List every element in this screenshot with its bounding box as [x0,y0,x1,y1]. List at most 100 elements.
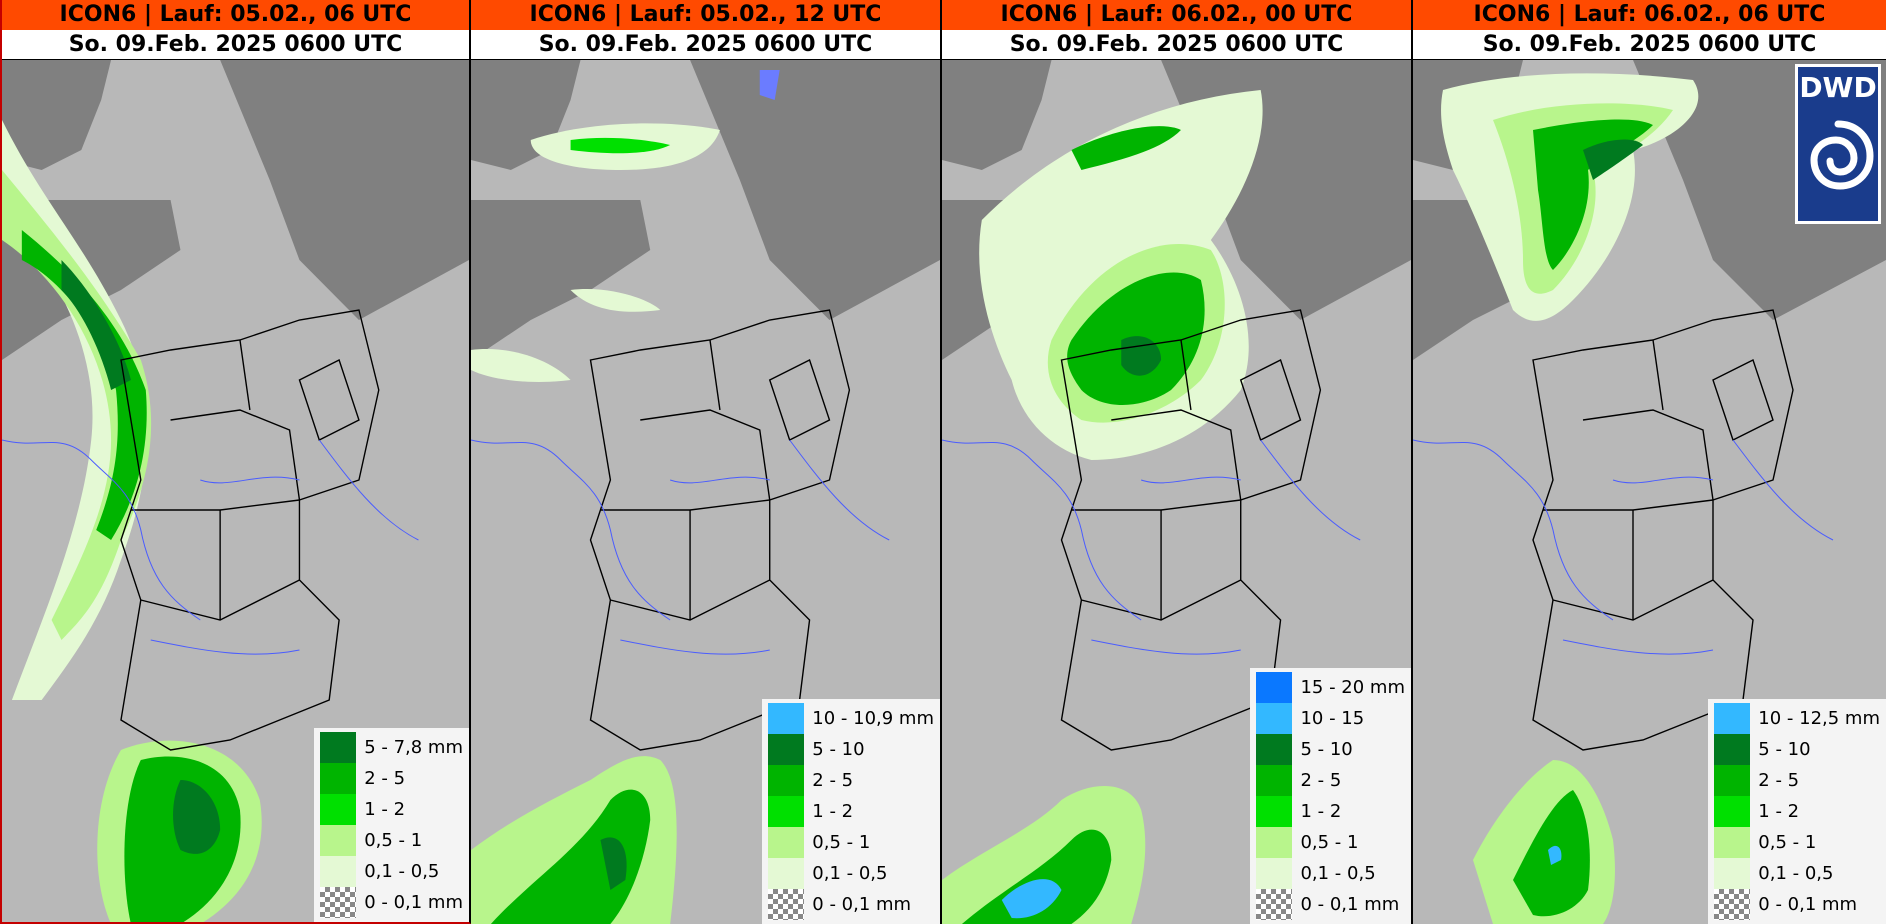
legend-swatch [1714,703,1751,734]
legend-item: 2 - 5 [768,765,934,796]
legend-label: 0,5 - 1 [812,832,871,853]
legend-swatch [1714,796,1751,827]
legend-label: 1 - 2 [1300,801,1342,822]
swirl-icon [1810,120,1874,190]
legend-item: 10 - 12,5 mm [1714,703,1880,734]
legend-item: 2 - 5 [1714,765,1880,796]
legend-swatch [1714,734,1751,765]
valid-time: So. 09.Feb. 2025 0600 UTC [942,30,1411,60]
legend-item: 0,1 - 0,5 [1714,858,1880,889]
legend-swatch [1714,827,1751,858]
precipitation-map [2,60,469,922]
legend-swatch [1256,672,1293,703]
run-title: ICON6 | Lauf: 06.02., 00 UTC [942,0,1411,30]
map-svg [2,60,469,922]
legend-item: 2 - 5 [320,763,463,794]
legend: 10 - 10,9 mm 5 - 10 2 - 5 1 - 2 0,5 - 1 … [762,699,940,924]
legend-swatch [1256,796,1293,827]
legend-swatch [768,796,805,827]
legend-label: 5 - 7,8 mm [364,737,463,758]
legend-label: 0 - 0,1 mm [1300,894,1400,915]
legend-item: 0,1 - 0,5 [320,856,463,887]
legend-label: 0,1 - 0,5 [364,861,440,882]
legend-label: 2 - 5 [1300,770,1342,791]
legend-label: 1 - 2 [364,799,406,820]
valid-time: So. 09.Feb. 2025 0600 UTC [2,30,469,60]
legend-swatch [768,765,805,796]
legend-swatch [1714,889,1751,920]
legend-item: 5 - 10 [1256,734,1405,765]
legend-swatch [1714,858,1751,889]
legend: 15 - 20 mm 10 - 15 5 - 10 2 - 5 1 - 2 0,… [1250,668,1411,924]
legend-label: 0,5 - 1 [1300,832,1359,853]
legend-item: 0,1 - 0,5 [768,858,934,889]
legend-swatch [320,856,357,887]
map-svg [942,60,1411,924]
forecast-panel-3: ICON6 | Lauf: 06.02., 00 UTC So. 09.Feb.… [942,0,1413,924]
legend-label: 5 - 10 [1300,739,1353,760]
legend-swatch [320,763,357,794]
legend-swatch [768,827,805,858]
legend-label: 5 - 10 [812,739,865,760]
legend-swatch [1256,765,1293,796]
legend-label: 0 - 0,1 mm [812,894,912,915]
legend-item: 0 - 0,1 mm [768,889,934,920]
legend-swatch [320,887,357,918]
legend-item: 1 - 2 [1714,796,1880,827]
legend-swatch [1256,858,1293,889]
valid-time: So. 09.Feb. 2025 0600 UTC [1413,30,1886,60]
legend-label: 15 - 20 mm [1300,677,1405,698]
forecast-panel-1: ICON6 | Lauf: 05.02., 06 UTC So. 09.Feb.… [0,0,471,924]
legend-label: 0,1 - 0,5 [1758,863,1834,884]
legend-swatch [320,732,357,763]
legend-item: 0,5 - 1 [1714,827,1880,858]
legend: 5 - 7,8 mm 2 - 5 1 - 2 0,5 - 1 0,1 - 0,5… [314,728,469,922]
legend-label: 0,5 - 1 [1758,832,1817,853]
legend-item: 10 - 10,9 mm [768,703,934,734]
legend-label: 5 - 10 [1758,739,1811,760]
legend-swatch [768,889,805,920]
legend-item: 1 - 2 [768,796,934,827]
legend-item: 0,5 - 1 [768,827,934,858]
legend-label: 1 - 2 [1758,801,1800,822]
legend-item: 1 - 2 [320,794,463,825]
legend-item: 5 - 7,8 mm [320,732,463,763]
legend-item: 15 - 20 mm [1256,672,1405,703]
legend-label: 0 - 0,1 mm [364,892,463,913]
legend-label: 10 - 12,5 mm [1758,708,1880,729]
legend-label: 2 - 5 [1758,770,1800,791]
legend-item: 0 - 0,1 mm [1714,889,1880,920]
legend-label: 2 - 5 [364,768,406,789]
legend-label: 10 - 10,9 mm [812,708,934,729]
legend-item: 0,5 - 1 [1256,827,1405,858]
legend-swatch [1714,765,1751,796]
legend-label: 0,1 - 0,5 [1300,863,1376,884]
legend-swatch [1256,889,1293,920]
precipitation-map [942,60,1411,924]
run-title: ICON6 | Lauf: 05.02., 06 UTC [2,0,469,30]
legend-item: 5 - 10 [768,734,934,765]
run-title: ICON6 | Lauf: 06.02., 06 UTC [1413,0,1886,30]
dwd-logo: DWD [1795,64,1881,224]
legend-swatch [1256,734,1293,765]
legend-item: 1 - 2 [1256,796,1405,827]
legend-swatch [320,794,357,825]
legend-item: 2 - 5 [1256,765,1405,796]
forecast-panel-2: ICON6 | Lauf: 05.02., 12 UTC So. 09.Feb.… [471,0,942,924]
legend-label: 0 - 0,1 mm [1758,894,1858,915]
legend-item: 5 - 10 [1714,734,1880,765]
legend-label: 10 - 15 [1300,708,1365,729]
valid-time: So. 09.Feb. 2025 0600 UTC [471,30,940,60]
run-title: ICON6 | Lauf: 05.02., 12 UTC [471,0,940,30]
legend-swatch [768,734,805,765]
legend-label: 1 - 2 [812,801,854,822]
dwd-logo-text: DWD [1799,71,1877,104]
legend-label: 0,5 - 1 [364,830,423,851]
legend-label: 2 - 5 [812,770,854,791]
forecast-panel-4: ICON6 | Lauf: 06.02., 06 UTC So. 09.Feb.… [1413,0,1886,924]
legend-label: 0,1 - 0,5 [812,863,888,884]
legend-item: 0 - 0,1 mm [1256,889,1405,920]
legend-swatch [768,703,805,734]
legend-swatch [1256,827,1293,858]
